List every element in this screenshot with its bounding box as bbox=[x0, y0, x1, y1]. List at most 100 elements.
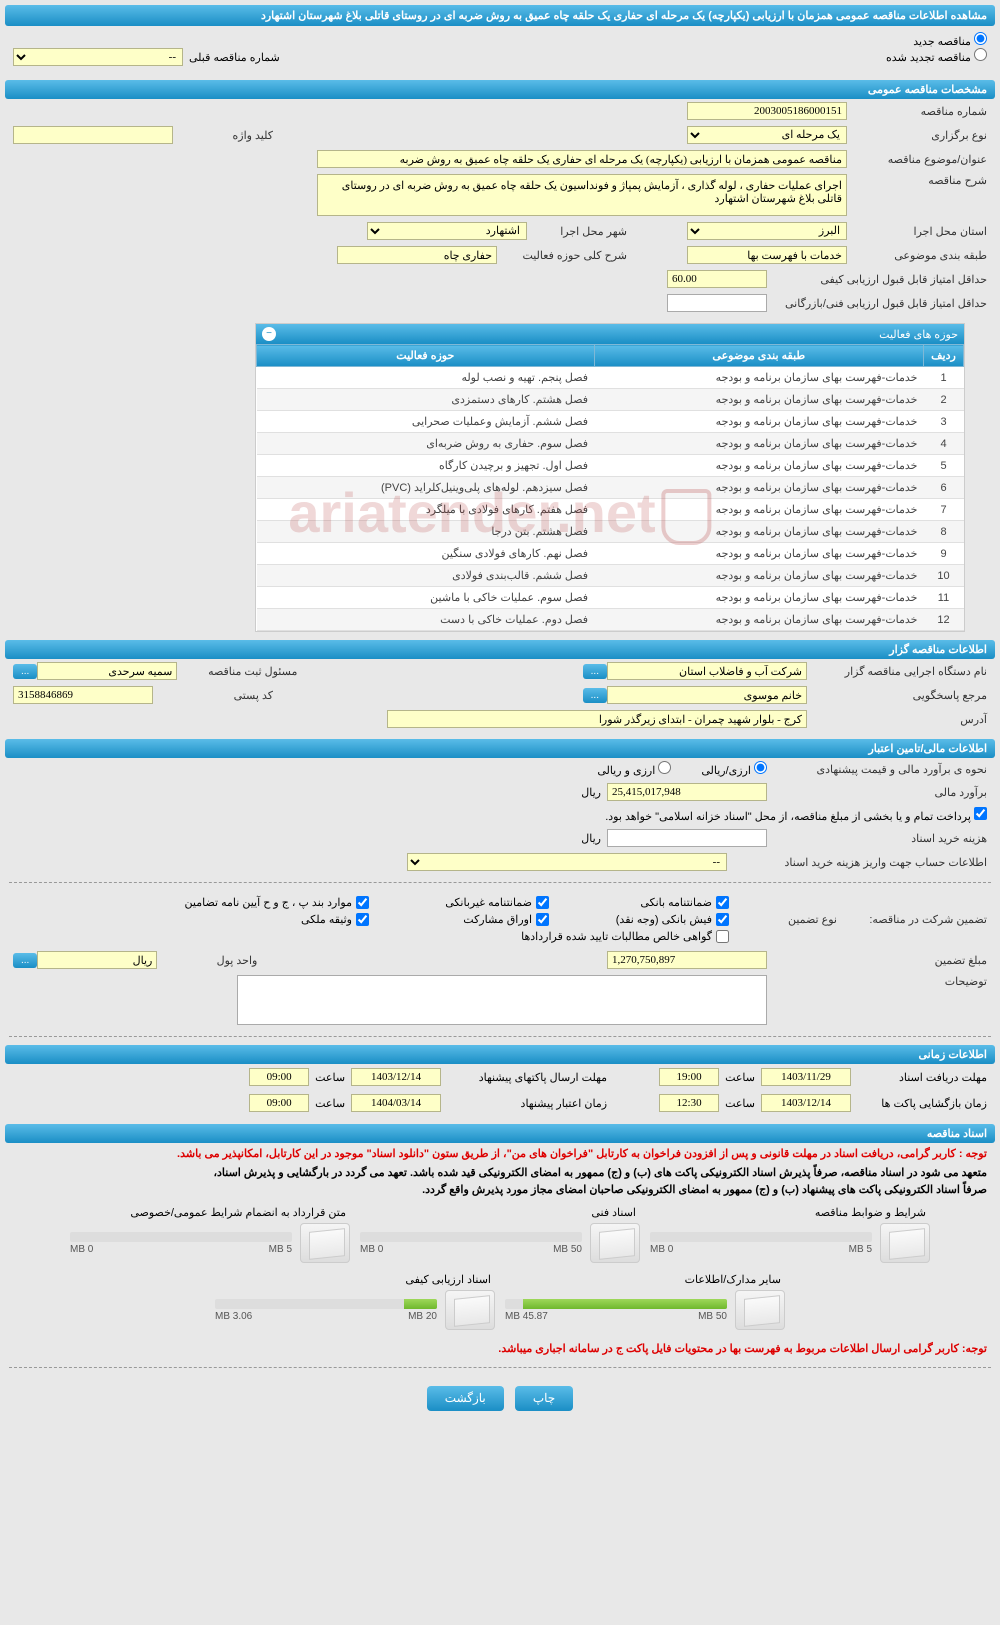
table-row: 10خدمات-فهرست بهای سازمان برنامه و بودجه… bbox=[257, 565, 964, 587]
desc-label: شرح مناقصه bbox=[847, 174, 987, 187]
print-button[interactable]: چاپ bbox=[515, 1386, 573, 1411]
account-label: اطلاعات حساب جهت واریز هزینه خرید اسناد bbox=[727, 856, 987, 869]
general-section-header: مشخصات مناقصه عمومی bbox=[5, 80, 995, 99]
keyword-label: کلید واژه bbox=[173, 129, 273, 142]
scope-label: شرح کلی حوزه فعالیت bbox=[497, 249, 627, 262]
agent-section-header: اطلاعات مناقصه گزار bbox=[5, 640, 995, 659]
chk-cash[interactable]: فیش بانکی (وجه نقد) bbox=[579, 913, 729, 926]
money-unit-label: واحد پول bbox=[157, 954, 257, 967]
chk-bank[interactable]: ضمانتنامه بانکی bbox=[579, 896, 729, 909]
timing-section-header: اطلاعات زمانی bbox=[5, 1045, 995, 1064]
notes-field[interactable] bbox=[237, 975, 767, 1025]
money-unit-field bbox=[37, 951, 157, 969]
radio-currency[interactable]: ارزی و ریالی bbox=[597, 761, 671, 777]
chk-bonds[interactable]: اوراق مشارکت bbox=[399, 913, 549, 926]
chk-property[interactable]: وثیقه ملکی bbox=[219, 913, 369, 926]
province-label: استان محل اجرا bbox=[847, 225, 987, 238]
table-row: 9خدمات-فهرست بهای سازمان برنامه و بودجهف… bbox=[257, 543, 964, 565]
type-label: نوع برگزاری bbox=[847, 129, 987, 142]
postal-field[interactable] bbox=[13, 686, 153, 704]
divider bbox=[9, 882, 991, 883]
tender-no-label: شماره مناقصه bbox=[847, 105, 987, 118]
radio-renewed[interactable]: مناقصه تجدید شده bbox=[886, 52, 987, 64]
docs-note-1: توجه : کاربر گرامی، دریافت اسناد در مهلت… bbox=[5, 1143, 995, 1164]
keyword-field[interactable] bbox=[13, 126, 173, 144]
chk-nonbank[interactable]: ضمانتنامه غیربانکی bbox=[399, 896, 549, 909]
folder-icon bbox=[445, 1290, 495, 1330]
collapse-icon[interactable]: − bbox=[262, 327, 276, 341]
send-date[interactable] bbox=[351, 1068, 441, 1086]
payment-note-check[interactable]: پرداخت تمام و یا بخشی از مبلغ مناقصه، از… bbox=[605, 807, 987, 823]
back-button[interactable]: بازگشت bbox=[427, 1386, 504, 1411]
responder-label: مرجع پاسخگویی bbox=[807, 689, 987, 702]
doc-item[interactable]: متن قرارداد به انضمام شرایط عمومی/خصوصی … bbox=[70, 1206, 350, 1263]
estimate-field[interactable] bbox=[607, 783, 767, 801]
responder-field[interactable] bbox=[607, 686, 807, 704]
docs-section-header: اسناد مناقصه bbox=[5, 1124, 995, 1143]
doc-item[interactable]: سایر مدارک/اطلاعات 50 MB45.87 MB bbox=[505, 1273, 785, 1330]
doc-item[interactable]: اسناد ارزیابی کیفی 20 MB3.06 MB bbox=[215, 1273, 495, 1330]
docs-note-3: صرفاً اسناد الکترونیکی پاکت های پیشنهاد … bbox=[5, 1181, 995, 1198]
address-field[interactable] bbox=[387, 710, 807, 728]
tender-no-field bbox=[687, 102, 847, 120]
guarantee-type-label: نوع تضمین bbox=[737, 913, 837, 926]
table-row: 2خدمات-فهرست بهای سازمان برنامه و بودجهف… bbox=[257, 389, 964, 411]
table-row: 4خدمات-فهرست بهای سازمان برنامه و بودجهف… bbox=[257, 433, 964, 455]
receive-date[interactable] bbox=[761, 1068, 851, 1086]
money-unit-lookup-button[interactable]: ... bbox=[13, 953, 37, 968]
folder-icon bbox=[590, 1223, 640, 1263]
responder-lookup-button[interactable]: ... bbox=[583, 688, 607, 703]
table-row: 12خدمات-فهرست بهای سازمان برنامه و بودجه… bbox=[257, 609, 964, 631]
doc-cost-field[interactable] bbox=[607, 829, 767, 847]
table-row: 11خدمات-فهرست بهای سازمان برنامه و بودجه… bbox=[257, 587, 964, 609]
min-tech-field[interactable] bbox=[667, 294, 767, 312]
activities-table: ردیف طبقه بندی موضوعی حوزه فعالیت 1خدمات… bbox=[256, 344, 964, 631]
radio-rial[interactable]: ارزی/ریالی bbox=[701, 761, 767, 777]
reg-resp-field bbox=[37, 662, 177, 680]
desc-field[interactable]: اجرای عملیات حفاری ، لوله گذاری ، آزمایش… bbox=[317, 174, 847, 216]
send-label: مهلت ارسال پاکتهای پیشنهاد bbox=[447, 1071, 607, 1084]
type-select[interactable]: یک مرحله ای bbox=[687, 126, 847, 144]
org-lookup-button[interactable]: ... bbox=[583, 664, 607, 679]
method-label: نحوه ی برآورد مالی و قیمت پیشنهادی bbox=[767, 763, 987, 776]
chk-contract[interactable]: گواهی خالص مطالبات تایید شده قراردادها bbox=[521, 930, 729, 943]
divider-2 bbox=[9, 1036, 991, 1037]
prev-tender-select[interactable]: -- bbox=[13, 48, 183, 66]
province-select[interactable]: البرز bbox=[687, 222, 847, 240]
city-select[interactable]: اشتهارد bbox=[367, 222, 527, 240]
docs-footer-note: توجه: کاربر گرامی ارسال اطلاعات مربوط به… bbox=[5, 1338, 995, 1359]
min-quality-field[interactable] bbox=[667, 270, 767, 288]
chk-terms[interactable]: موارد بند پ ، ج و ح آیین نامه تضامین bbox=[185, 896, 369, 909]
rial-unit: ریال bbox=[575, 786, 607, 799]
org-label: نام دستگاه اجرایی مناقصه گزار bbox=[807, 665, 987, 678]
open-time[interactable] bbox=[659, 1094, 719, 1112]
activities-title: حوزه های فعالیت bbox=[879, 328, 958, 341]
prev-tender-label: شماره مناقصه قبلی bbox=[189, 51, 280, 64]
col-category: طبقه بندی موضوعی bbox=[594, 345, 923, 367]
reg-resp-lookup-button[interactable]: ... bbox=[13, 664, 37, 679]
subject-label: عنوان/موضوع مناقصه bbox=[847, 153, 987, 166]
valid-time[interactable] bbox=[249, 1094, 309, 1112]
doc-item[interactable]: شرایط و ضوابط مناقصه 5 MB0 MB bbox=[650, 1206, 930, 1263]
table-row: 7خدمات-فهرست بهای سازمان برنامه و بودجهف… bbox=[257, 499, 964, 521]
docs-note-2: متعهد می شود در اسناد مناقصه، صرفاً پذیر… bbox=[5, 1164, 995, 1181]
table-row: 6خدمات-فهرست بهای سازمان برنامه و بودجهف… bbox=[257, 477, 964, 499]
table-row: 5خدمات-فهرست بهای سازمان برنامه و بودجهف… bbox=[257, 455, 964, 477]
city-label: شهر محل اجرا bbox=[527, 225, 627, 238]
folder-icon bbox=[735, 1290, 785, 1330]
radio-new[interactable]: مناقصه جدید bbox=[913, 36, 987, 48]
account-select[interactable]: -- bbox=[407, 853, 727, 871]
table-row: 8خدمات-فهرست بهای سازمان برنامه و بودجهف… bbox=[257, 521, 964, 543]
notes-label: توضیحات bbox=[767, 975, 987, 988]
send-time[interactable] bbox=[249, 1068, 309, 1086]
receive-time[interactable] bbox=[659, 1068, 719, 1086]
time-label-4: ساعت bbox=[315, 1097, 345, 1110]
doc-item[interactable]: اسناد فنی 50 MB0 MB bbox=[360, 1206, 640, 1263]
divider-3 bbox=[9, 1367, 991, 1368]
valid-date[interactable] bbox=[351, 1094, 441, 1112]
subject-field[interactable] bbox=[317, 150, 847, 168]
category-field bbox=[687, 246, 847, 264]
doc-cost-label: هزینه خرید اسناد bbox=[767, 832, 987, 845]
gamount-field[interactable] bbox=[607, 951, 767, 969]
open-date[interactable] bbox=[761, 1094, 851, 1112]
